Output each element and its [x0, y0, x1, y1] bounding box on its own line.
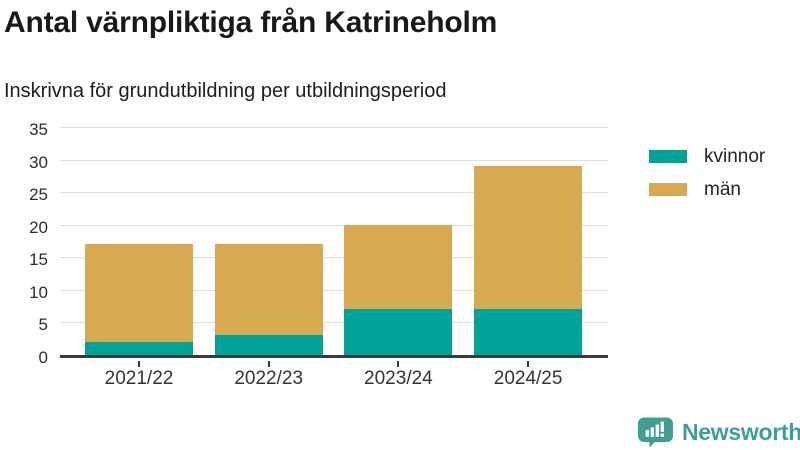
- legend-swatch-män: [649, 183, 687, 196]
- y-tick-label-20: 20: [29, 217, 48, 237]
- legend-label-män: män: [704, 179, 741, 200]
- gridline-10: [60, 289, 608, 291]
- newsworthy-chart-bubble-icon: [638, 417, 673, 447]
- gridline-15: [60, 257, 608, 259]
- gridline-25: [60, 192, 608, 194]
- bar-segment-kvinnor-2021-22: [85, 341, 193, 355]
- x-axis-label-2023-24: 2023/24: [364, 368, 433, 389]
- gridline-35: [60, 127, 608, 128]
- x-tick-2021-22: [138, 361, 140, 367]
- legend-item-kvinnor: kvinnor: [649, 147, 765, 166]
- x-axis-label-2021-22: 2021/22: [104, 368, 174, 389]
- legend-item-män: män: [649, 180, 765, 199]
- bar-segment-män-2022-23: [214, 244, 323, 336]
- gridline-5: [60, 322, 608, 324]
- bar-segment-kvinnor-2023-24: [344, 309, 453, 355]
- x-axis-label-2024-25: 2024/25: [493, 368, 563, 389]
- x-tick-2023-24: [397, 361, 400, 367]
- brand-name: Newsworthy: [682, 418, 800, 445]
- bar-segment-kvinnor-2022-23: [214, 335, 323, 355]
- y-tick-label-30: 30: [29, 152, 48, 172]
- y-tick-label-35: 35: [29, 120, 48, 139]
- y-tick-label-0: 0: [38, 348, 48, 367]
- bar-segment-män-2024-25: [474, 166, 583, 310]
- chart-title: Antal värnpliktiga från Katrineholm: [4, 6, 498, 39]
- gridline-30: [60, 159, 608, 161]
- y-tick-label-15: 15: [29, 250, 48, 270]
- x-axis-label-2022-23: 2022/23: [234, 368, 304, 389]
- plot-area: [60, 127, 608, 358]
- y-tick-label-10: 10: [29, 282, 48, 302]
- legend-label-kvinnor: kvinnor: [704, 146, 766, 167]
- newsworthy-brand-link[interactable]: Newsworthy: [637, 416, 800, 448]
- chart-subtitle: Inskrivna för grundutbildning per utbild…: [4, 80, 447, 102]
- bar-segment-män-2021-22: [85, 244, 193, 342]
- bar-segment-män-2023-24: [344, 224, 453, 310]
- legend: kvinnor män: [649, 147, 765, 213]
- legend-swatch-kvinnor: [649, 150, 687, 163]
- bar-segment-kvinnor-2024-25: [474, 309, 583, 355]
- x-tick-2024-25: [527, 361, 530, 367]
- gridline-20: [60, 224, 608, 226]
- y-tick-label-25: 25: [29, 185, 48, 205]
- x-tick-2022-23: [267, 361, 270, 367]
- y-tick-label-5: 5: [38, 315, 48, 335]
